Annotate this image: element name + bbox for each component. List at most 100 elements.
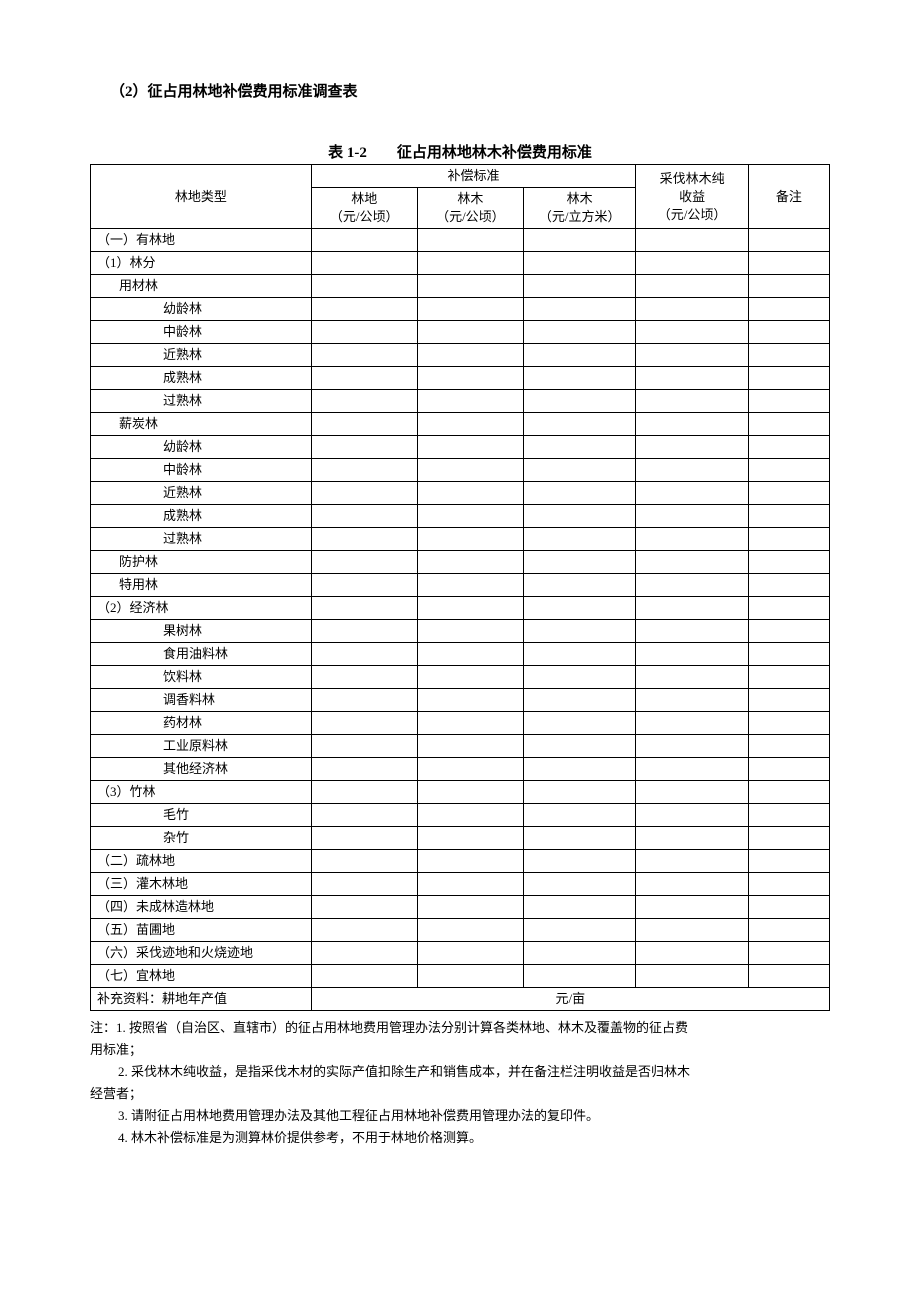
table-cell [417, 965, 523, 988]
table-row: （七）宜林地 [91, 965, 830, 988]
table-cell [523, 482, 635, 505]
row-label: （二）疏林地 [91, 850, 312, 873]
table-cell [523, 551, 635, 574]
table-cell [748, 252, 829, 275]
table-cell [636, 942, 748, 965]
table-cell [748, 344, 829, 367]
table-cell [311, 298, 417, 321]
table-caption: 表 1-2 征占用林地林木补偿费用标准 [90, 141, 830, 162]
col-header-harvest-l1: 采伐林木纯 [660, 171, 725, 186]
table-row: （3）竹林 [91, 781, 830, 804]
row-label: 过熟林 [91, 390, 312, 413]
col-header-harvest: 采伐林木纯 收益 （元/公顷） [636, 165, 748, 229]
table-cell [523, 413, 635, 436]
table-cell [748, 804, 829, 827]
table-cell [417, 574, 523, 597]
table-cell [417, 804, 523, 827]
table-cell [417, 390, 523, 413]
col-header-land-l2: （元/公顷） [330, 209, 399, 224]
table-row: 薪炭林 [91, 413, 830, 436]
row-label: 调香料林 [91, 689, 312, 712]
table-cell [523, 321, 635, 344]
table-row: 幼龄林 [91, 298, 830, 321]
table-cell [523, 367, 635, 390]
table-cell [748, 390, 829, 413]
table-cell [523, 689, 635, 712]
table-cell [311, 896, 417, 919]
table-cell [636, 873, 748, 896]
table-row: （2）经济林 [91, 597, 830, 620]
compensation-standards-table: 林地类型 补偿标准 采伐林木纯 收益 （元/公顷） 备注 林地 （元/公顷） 林… [90, 164, 830, 1011]
table-cell [523, 643, 635, 666]
col-header-wood2-l2: （元/立方米） [539, 209, 621, 224]
table-cell [311, 758, 417, 781]
table-cell [748, 229, 829, 252]
table-cell [523, 712, 635, 735]
table-cell [523, 804, 635, 827]
table-cell [417, 712, 523, 735]
table-row: 调香料林 [91, 689, 830, 712]
table-cell [311, 390, 417, 413]
table-cell [417, 735, 523, 758]
table-cell [636, 229, 748, 252]
table-cell [748, 827, 829, 850]
table-cell [636, 344, 748, 367]
table-cell [636, 551, 748, 574]
table-cell [636, 482, 748, 505]
table-cell [523, 252, 635, 275]
table-cell [523, 942, 635, 965]
table-cell [417, 344, 523, 367]
table-cell [311, 413, 417, 436]
table-cell [417, 827, 523, 850]
table-cell [636, 781, 748, 804]
row-label: （五）苗圃地 [91, 919, 312, 942]
table-cell [748, 321, 829, 344]
table-row: 中龄林 [91, 459, 830, 482]
table-cell [311, 321, 417, 344]
col-header-land: 林地 （元/公顷） [311, 188, 417, 229]
row-label: 毛竹 [91, 804, 312, 827]
table-cell [523, 896, 635, 919]
table-cell [636, 896, 748, 919]
col-header-wood-cubic: 林木 （元/立方米） [523, 188, 635, 229]
table-cell [311, 781, 417, 804]
table-cell [417, 321, 523, 344]
table-cell [311, 827, 417, 850]
table-cell [417, 666, 523, 689]
table-cell [311, 620, 417, 643]
table-row: 中龄林 [91, 321, 830, 344]
row-label: 药材林 [91, 712, 312, 735]
notes-section: 注：1. 按照省（自治区、直辖市）的征占用林地费用管理办法分别计算各类林地、林木… [90, 1017, 830, 1149]
table-cell [311, 574, 417, 597]
row-label: 食用油料林 [91, 643, 312, 666]
table-cell [417, 528, 523, 551]
table-cell [636, 804, 748, 827]
note-2-line-1: 2. 采伐林木纯收益，是指采伐木材的实际产值扣除生产和销售成本，并在备注栏注明收… [90, 1061, 830, 1083]
col-header-type: 林地类型 [91, 165, 312, 229]
table-cell [417, 459, 523, 482]
row-label: 幼龄林 [91, 298, 312, 321]
row-label: （3）竹林 [91, 781, 312, 804]
table-cell [523, 390, 635, 413]
supplement-row: 补充资料：耕地年产值元/亩 [91, 988, 830, 1011]
table-cell [523, 459, 635, 482]
table-cell [417, 781, 523, 804]
col-header-compensation-group: 补偿标准 [311, 165, 636, 188]
table-row: 工业原料林 [91, 735, 830, 758]
table-cell [417, 689, 523, 712]
table-cell [311, 643, 417, 666]
row-label: 果树林 [91, 620, 312, 643]
table-cell [636, 275, 748, 298]
note-2-line-2: 经营者； [90, 1083, 830, 1105]
table-cell [748, 942, 829, 965]
table-cell [417, 252, 523, 275]
table-cell [417, 505, 523, 528]
table-cell [748, 597, 829, 620]
table-cell [636, 390, 748, 413]
table-cell [311, 252, 417, 275]
table-cell [748, 850, 829, 873]
table-row: 饮料林 [91, 666, 830, 689]
table-row: 防护林 [91, 551, 830, 574]
table-cell [636, 413, 748, 436]
table-cell [417, 850, 523, 873]
